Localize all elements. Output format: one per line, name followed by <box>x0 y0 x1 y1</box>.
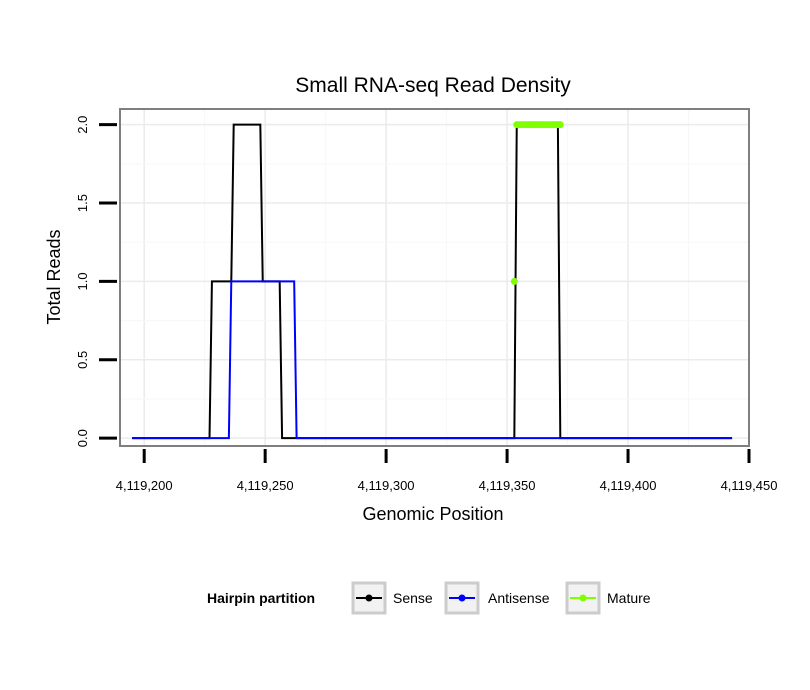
y-tick-label: 1.0 <box>75 272 90 290</box>
y-tick-label: 0.0 <box>75 429 90 447</box>
axes: 4,119,200 4,119,250 4,119,300 4,119,350 4,11… <box>75 116 777 493</box>
x-tick-label: 4,119,450 <box>721 478 778 493</box>
legend-title: Hairpin partition <box>207 590 315 606</box>
legend-key-point <box>458 594 466 602</box>
series-layer <box>132 121 733 440</box>
y-tick-label: 2.0 <box>75 116 90 134</box>
legend-key-point <box>365 594 373 602</box>
legend-label: Antisense <box>488 590 550 606</box>
x-tick-label: 4,119,400 <box>600 478 657 493</box>
legend-key-point <box>579 594 587 602</box>
x-axis-title: Genomic Position <box>362 504 503 524</box>
legend-label: Mature <box>607 590 651 606</box>
y-axis-title: Total Reads <box>44 229 64 324</box>
legend: Hairpin partition Sense Antisense Mature <box>207 581 651 615</box>
chart-title: Small RNA-seq Read Density <box>295 74 571 97</box>
x-tick-label: 4,119,250 <box>237 478 294 493</box>
legend-label: Sense <box>393 590 433 606</box>
y-tick-label: 0.5 <box>75 351 90 369</box>
plot-panel-border <box>119 108 750 447</box>
series-point-mature <box>510 277 518 285</box>
x-tick-label: 4,119,300 <box>358 478 415 493</box>
grid <box>120 109 750 446</box>
series-point-mature <box>556 121 564 129</box>
y-tick-label: 1.5 <box>75 194 90 212</box>
x-tick-label: 4,119,350 <box>479 478 536 493</box>
series-line-antisense <box>132 280 733 440</box>
x-tick-label: 4,119,200 <box>116 478 173 493</box>
